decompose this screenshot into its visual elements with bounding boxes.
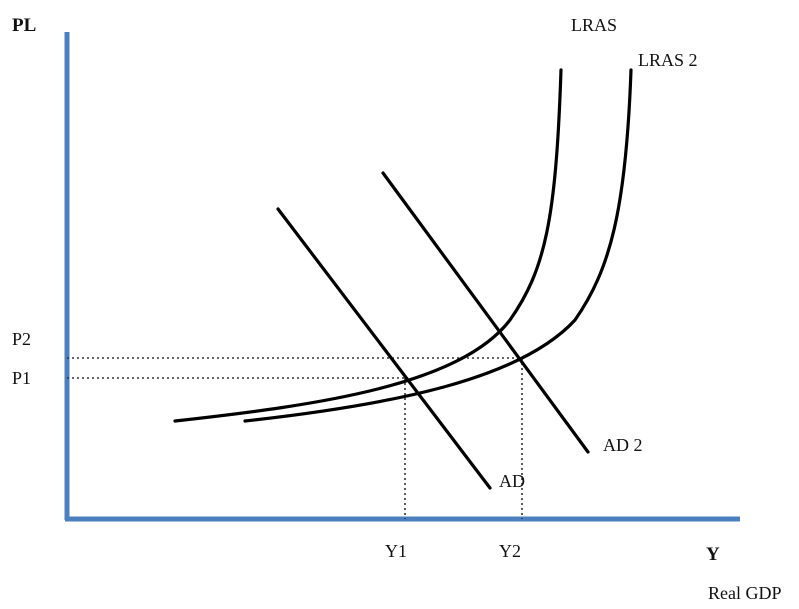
lras2-label: LRAS 2 <box>638 50 698 70</box>
y1-label: Y1 <box>385 541 407 561</box>
p2-label: P2 <box>12 329 31 349</box>
ad2-curve <box>381 171 590 454</box>
p1-label: P1 <box>12 368 31 388</box>
ad-label: AD <box>499 471 525 491</box>
x-axis-caption: Real GDP <box>708 583 782 603</box>
y2-label: Y2 <box>499 541 521 561</box>
y-axis-label: PL <box>12 15 36 36</box>
lras2-curve <box>243 68 633 423</box>
x-axis-label: Y <box>706 544 720 565</box>
lras-curve <box>173 68 563 423</box>
ad2-label: AD 2 <box>603 435 643 455</box>
lras-label: LRAS <box>571 15 617 35</box>
ad-curve <box>276 207 492 490</box>
